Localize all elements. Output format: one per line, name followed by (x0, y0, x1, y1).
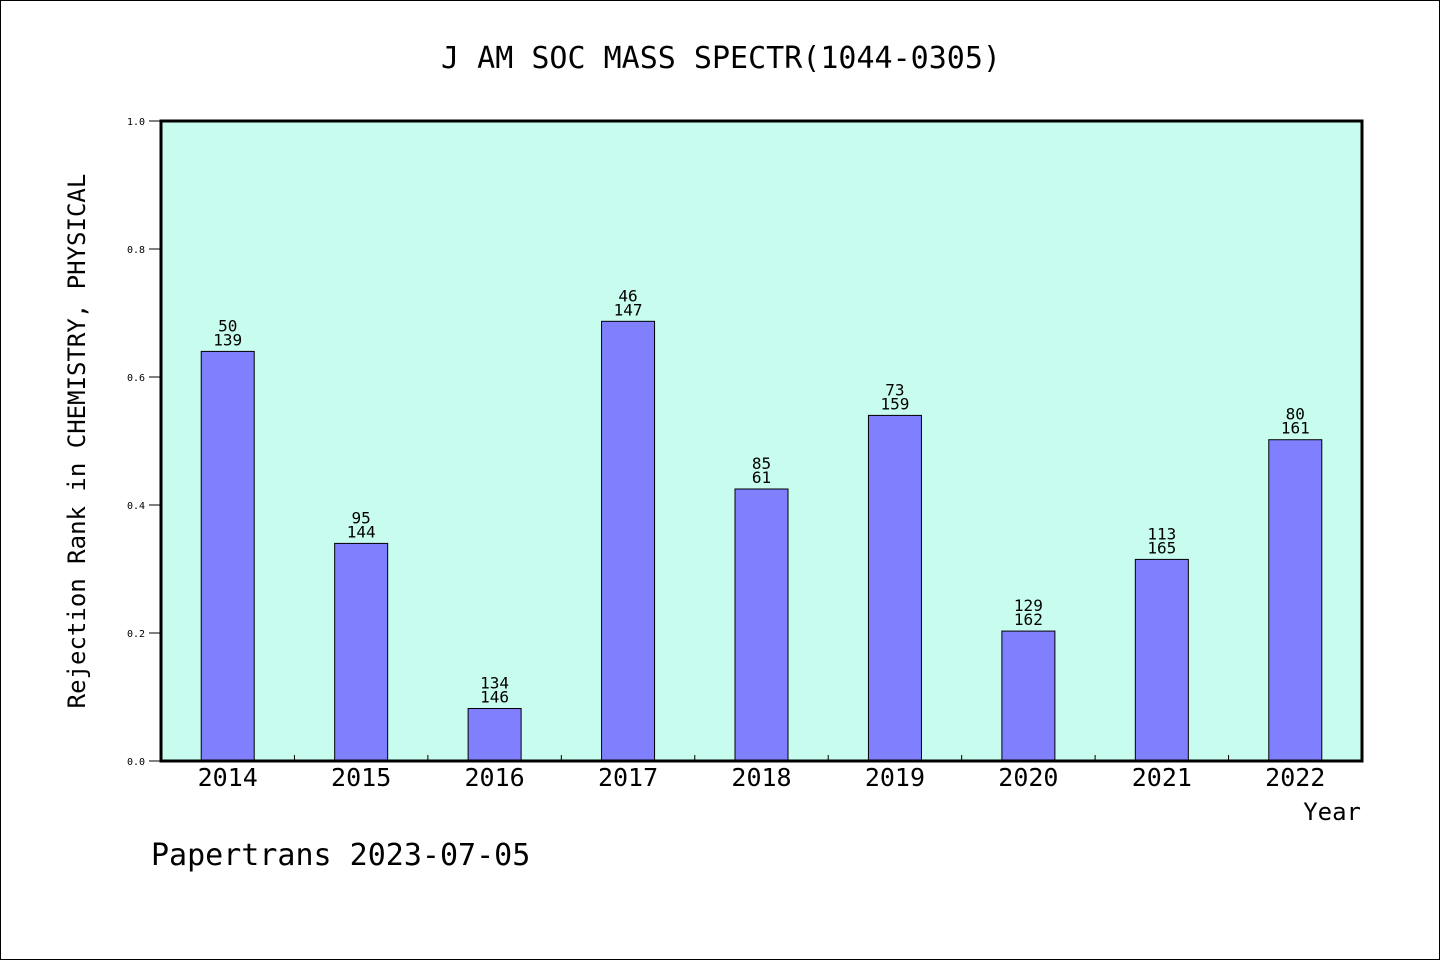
y-tick-label: 0.8 (127, 245, 145, 256)
data-label-top-2016: 134 (480, 674, 509, 693)
y-tick-label: 0.4 (127, 501, 145, 512)
y-tick-label: 1.0 (127, 117, 145, 128)
x-axis-label: Year (1303, 798, 1361, 826)
data-label-bottom-2017: 147 (614, 300, 643, 319)
x-tick-label-2018: 2018 (731, 763, 791, 792)
data-label-bottom-2022: 161 (1281, 419, 1310, 438)
bar-2020 (1001, 630, 1056, 762)
bars-layer (200, 320, 1323, 762)
bar-2022 (1268, 439, 1323, 762)
data-label-bottom-2014: 139 (213, 330, 242, 349)
x-tick-label-2015: 2015 (331, 763, 391, 792)
bar-2014 (200, 350, 255, 762)
data-label-top-2020: 129 (1014, 596, 1043, 615)
bar-2017 (601, 320, 656, 762)
y-tick-label: 0.6 (127, 373, 145, 384)
bar-2016 (467, 708, 522, 762)
chart-title: J AM SOC MASS SPECTR(1044-0305) (441, 41, 1001, 76)
data-label-top-2014: 50 (218, 316, 237, 335)
bar-2019 (867, 414, 922, 762)
bar-2015 (334, 542, 389, 762)
data-label-top-2021: 113 (1147, 524, 1176, 543)
footer-credit: Papertrans 2023-07-05 (151, 838, 530, 873)
x-tick-label-2022: 2022 (1265, 763, 1325, 792)
data-label-bottom-2016: 146 (480, 688, 509, 707)
data-label-bottom-2015: 144 (347, 522, 376, 541)
x-tick-label-2020: 2020 (998, 763, 1058, 792)
data-label-top-2017: 46 (618, 286, 637, 305)
data-label-top-2015: 95 (352, 508, 371, 527)
data-label-bottom-2021: 165 (1147, 538, 1176, 557)
y-tick-label: 0.2 (127, 629, 145, 640)
x-tick-label-2021: 2021 (1132, 763, 1192, 792)
bar-2021 (1134, 558, 1189, 762)
y-tick-label: 0.0 (127, 757, 145, 768)
x-axis: 2014 2015 2016 2017 2018 2019 2020 2021 2022 (198, 755, 1325, 792)
data-label-bottom-2019: 159 (880, 394, 909, 413)
data-label-bottom-2020: 162 (1014, 610, 1043, 629)
data-label-top-2019: 73 (885, 380, 904, 399)
y-axis: 0.0 0.2 0.4 0.6 0.8 1.0 (127, 117, 161, 768)
plot-frame (159, 119, 1364, 763)
data-label-top-2022: 80 (1286, 405, 1305, 424)
x-tick-label-2019: 2019 (865, 763, 925, 792)
data-label-bottom-2018: 61 (752, 468, 771, 487)
x-tick-label-2014: 2014 (198, 763, 258, 792)
data-label-top-2018: 85 (752, 454, 771, 473)
data-labels-layer: 5013995144134146461478561731591291621131… (213, 286, 1309, 706)
bar-2018 (734, 488, 789, 762)
x-tick-label-2017: 2017 (598, 763, 658, 792)
x-tick-label-2016: 2016 (465, 763, 525, 792)
y-axis-label: Rejection Rank in CHEMISTRY, PHYSICAL (63, 174, 91, 709)
